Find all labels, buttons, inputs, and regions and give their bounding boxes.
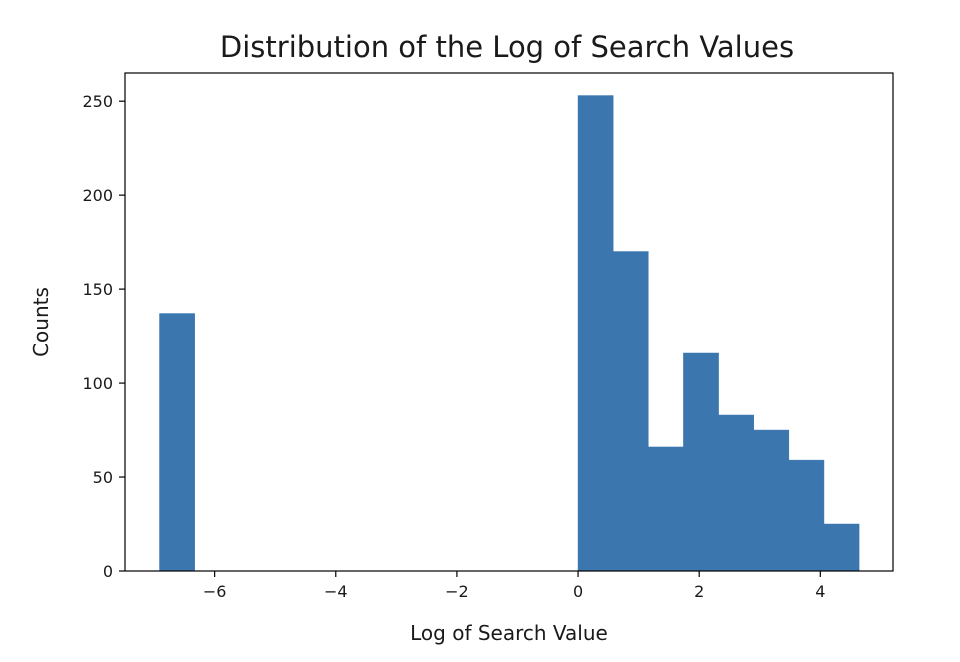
bars-group bbox=[159, 95, 860, 572]
x-tick-label: −2 bbox=[445, 582, 469, 601]
histogram-bar-8 bbox=[823, 523, 860, 572]
y-tick-label: 100 bbox=[82, 374, 113, 393]
histogram-bar-7 bbox=[788, 459, 825, 572]
x-tick-label: 2 bbox=[694, 582, 704, 601]
plot-frame bbox=[124, 72, 894, 572]
y-axis-label: Counts bbox=[29, 287, 53, 357]
histogram-bar-1 bbox=[577, 95, 614, 572]
y-tick-label: 0 bbox=[103, 562, 113, 581]
y-tick-label: 200 bbox=[82, 186, 113, 205]
histogram-bar-6 bbox=[753, 429, 790, 572]
histogram-bar-0 bbox=[159, 313, 195, 572]
x-axis-label: Log of Search Value bbox=[410, 621, 608, 645]
histogram-bar-3 bbox=[648, 446, 684, 572]
chart-title: Distribution of the Log of Search Values bbox=[220, 30, 794, 64]
x-tick-label: 0 bbox=[573, 582, 583, 601]
x-tick-label: −6 bbox=[203, 582, 227, 601]
x-axis: −6 −4 −2 0 2 4 bbox=[203, 571, 825, 601]
x-tick-label: −4 bbox=[324, 582, 348, 601]
histogram-bar-5 bbox=[718, 414, 754, 572]
histogram-bar-2 bbox=[612, 251, 649, 572]
y-tick-label: 50 bbox=[93, 468, 113, 487]
histogram-bar-4 bbox=[683, 352, 719, 572]
y-axis: 0 50 100 150 200 250 bbox=[82, 92, 125, 581]
x-tick-label: 4 bbox=[815, 582, 825, 601]
y-tick-label: 250 bbox=[82, 92, 113, 111]
y-tick-label: 150 bbox=[82, 280, 113, 299]
